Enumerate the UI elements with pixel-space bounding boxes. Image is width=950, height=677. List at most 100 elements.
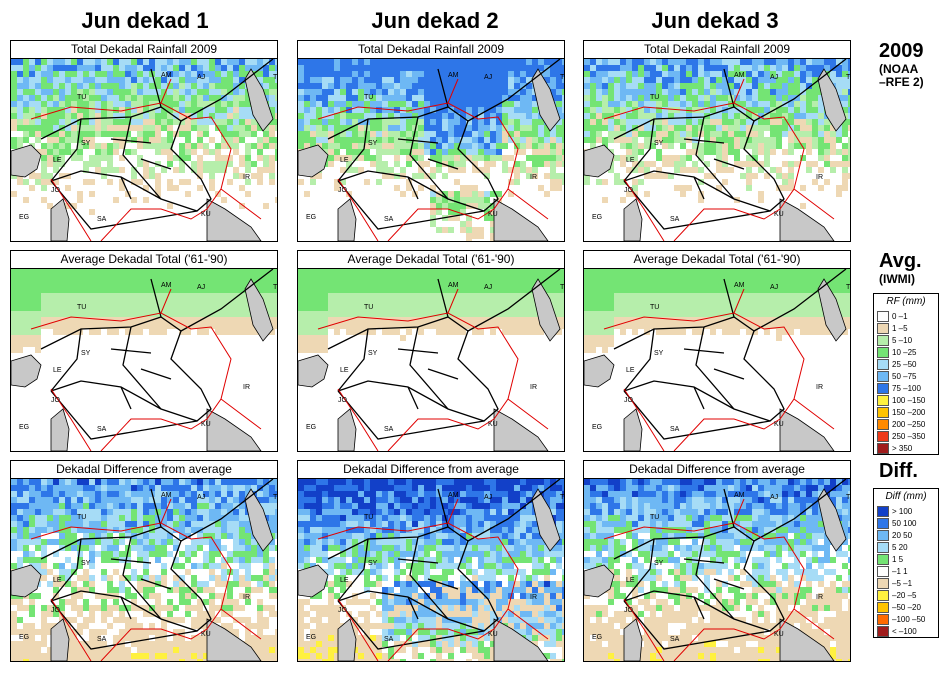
legend-label: 25 –50 [892,359,917,369]
country-label: JO [338,397,348,404]
country-label: IR [530,384,537,391]
country-label: SY [81,560,91,567]
legend-swatch [877,394,889,406]
legend-label: 200 –250 [892,419,926,429]
legend-swatch [877,346,889,358]
legend-label: 150 –200 [892,407,926,417]
country-label: EG [592,214,602,221]
legend-item: 10 –25 [874,346,938,358]
legend-label: –50 –20 [892,602,921,612]
country-label: JO [51,187,61,194]
country-label: KU [201,211,211,218]
country-label: TU [364,304,373,311]
map-panel-avg-dekad-2: Average Dekadal Total ('61-'90) AM AJ TX TU… [297,250,565,452]
country-label: TU [77,94,86,101]
legend-swatch [877,310,889,322]
country-label: SA [97,216,107,223]
legend-item: –100 –50 [874,613,938,625]
country-label: LE [53,157,62,164]
country-label: TX [846,284,850,291]
country-label: SY [654,140,664,147]
country-label: TU [77,304,86,311]
country-label: KU [488,631,498,638]
country-label: AM [448,492,459,499]
country-label: AM [448,282,459,289]
country-label: SY [368,140,378,147]
country-label: EG [306,424,316,431]
map-panel-2009-dekad-3: Total Dekadal Rainfall 2009 AM AJ TX TU SY LE… [583,40,851,242]
legend-swatch [877,577,889,589]
country-label: EG [592,424,602,431]
country-label: SA [97,426,107,433]
legend-item: 100 –150 [874,394,938,406]
legend-label: 10 –25 [892,347,917,357]
legend-swatch [877,370,889,382]
map: AM AJ TX TU SY LE IR JO EG SA KU [298,269,564,451]
legend-swatch [877,589,889,601]
map: AM AJ TX TU SY LE IR JO EG SA KU [11,59,277,241]
row-label-source: (IWMI) [879,272,915,286]
legend-item: < –100 [874,625,938,637]
legend-item: 250 –350 [874,430,938,442]
country-label: TX [273,284,277,291]
legend-item: –20 –5 [874,589,938,601]
row-label-source: (NOAA [879,62,919,76]
legend-label: 1 –5 [892,323,908,333]
legend-item: –50 –20 [874,601,938,613]
rainfall-legend: RF (mm) 0 –1 1 –5 5 –10 10 –25 25 –50 50 –75 7… [873,293,939,455]
country-label: JO [624,187,634,194]
country-label: LE [340,367,349,374]
country-label: SY [81,350,91,357]
country-label: AJ [197,494,205,501]
legend-label: –1 1 [892,566,908,576]
country-label: TX [846,494,850,501]
country-label: IR [243,174,250,181]
country-label: TU [650,514,659,521]
country-label: TU [650,94,659,101]
panel-title: Average Dekadal Total ('61-'90) [298,251,564,269]
legend-item: 25 –50 [874,358,938,370]
country-label: IR [816,174,823,181]
legend-item: 75 –100 [874,382,938,394]
legend-swatch [877,517,889,529]
country-label: AM [448,72,459,79]
country-label: SA [384,426,394,433]
country-label: JO [51,397,61,404]
legend-item: –5 –1 [874,577,938,589]
panel-title: Dekadal Difference from average [11,461,277,479]
map-panel-diff-dekad-1: Dekadal Difference from average AM AJ TX TU… [10,460,278,662]
country-label: JO [624,397,634,404]
country-label: SA [670,636,680,643]
country-label: TX [273,494,277,501]
legend-label: > 100 [892,506,913,516]
row-label-source: –RFE 2) [879,75,924,89]
country-label: LE [53,367,62,374]
panel-title: Average Dekadal Total ('61-'90) [584,251,850,269]
legend-swatch [877,358,889,370]
country-label: AM [161,72,172,79]
map-panel-2009-dekad-2: Total Dekadal Rainfall 2009 AM AJ TX TU SY LE… [297,40,565,242]
legend-label: < –100 [892,626,917,636]
country-label: LE [626,577,635,584]
country-label: SA [384,636,394,643]
legend-label: 50 100 [892,518,917,528]
country-label: IR [243,594,250,601]
row-label-title: Avg. [879,250,922,272]
map-panel-avg-dekad-1: Average Dekadal Total ('61-'90) AM AJ TX TU… [10,250,278,452]
legend-label: 20 50 [892,530,913,540]
legend-label: 250 –350 [892,431,926,441]
legend-swatch [877,406,889,418]
country-label: KU [774,631,784,638]
panel-title: Dekadal Difference from average [298,461,564,479]
map: AM AJ TX TU SY LE IR JO EG SA KU [298,479,564,661]
legend-swatch [877,541,889,553]
legend-item: 1 –5 [874,322,938,334]
legend-item: 50 –75 [874,370,938,382]
legend-item: 20 50 [874,529,938,541]
legend-label: 100 –150 [892,395,926,405]
country-label: AM [734,282,745,289]
country-label: JO [338,187,348,194]
legend-swatch [877,601,889,613]
country-label: SA [670,216,680,223]
country-label: JO [624,607,634,614]
